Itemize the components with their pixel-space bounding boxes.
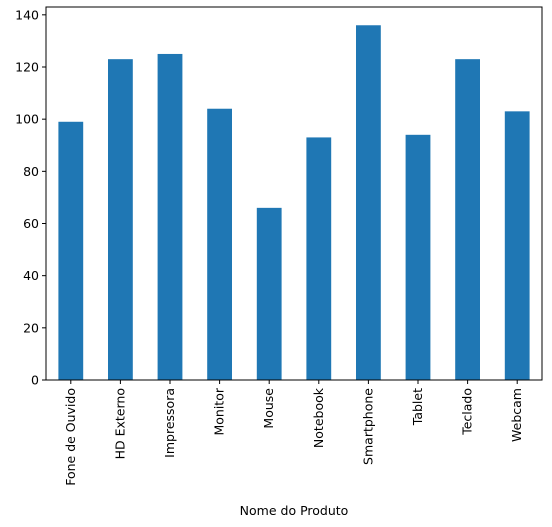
bar-hd-externo (108, 59, 133, 381)
plot-frame (45, 6, 543, 381)
x-tick-label: Impressora (162, 388, 177, 458)
bar-impressora (157, 53, 183, 380)
x-tick-label: Mouse (261, 388, 276, 429)
bar-fone-de-ouvido (58, 121, 84, 381)
bar-monitor (207, 108, 232, 380)
x-axis-label: Nome do Produto (240, 503, 349, 518)
x-tick-label: Smartphone (360, 388, 375, 465)
y-tick-label: 0 (31, 373, 39, 388)
bar-webcam (504, 111, 530, 380)
x-tick-label: Fone de Ouvido (63, 388, 78, 486)
y-tick-label: 140 (15, 7, 39, 22)
bars-group (58, 25, 530, 381)
bar-smartphone (356, 25, 381, 380)
bar-notebook (306, 137, 332, 380)
y-tick-label: 20 (23, 320, 39, 335)
x-axis: Fone de Ouvido HD Externo Impressora Monito… (63, 380, 524, 486)
x-tick-label: Monitor (212, 387, 227, 435)
bar-tablet (405, 134, 431, 380)
x-tick-label: Notebook (311, 387, 326, 448)
x-tick-label: Teclado (460, 388, 475, 436)
y-tick-label: 100 (15, 112, 39, 127)
y-axis: 0 20 40 60 80 100 120 140 (15, 7, 46, 388)
y-tick-label: 120 (15, 59, 39, 74)
x-tick-label: Tablet (410, 388, 425, 426)
x-tick-label: Webcam (509, 388, 524, 442)
bar-mouse (256, 207, 282, 380)
y-tick-label: 40 (23, 268, 39, 283)
bar-teclado (455, 59, 480, 381)
y-tick-label: 60 (23, 216, 39, 231)
x-tick-label: HD Externo (112, 388, 127, 459)
y-tick-label: 80 (23, 164, 39, 179)
